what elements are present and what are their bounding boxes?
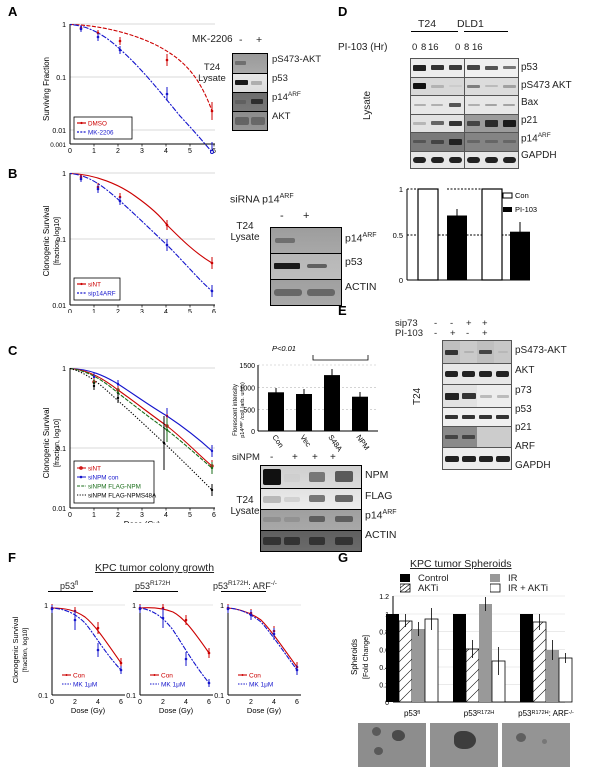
svg-text:0: 0 <box>138 699 142 706</box>
svg-text:0: 0 <box>226 699 230 706</box>
svg-text:0.1: 0.1 <box>214 693 224 700</box>
svg-text:Con: Con <box>161 673 173 680</box>
svg-text:siNT: siNT <box>88 465 101 472</box>
svg-text:1: 1 <box>62 171 66 178</box>
svg-text:MK 1μM: MK 1μM <box>73 682 97 689</box>
svg-text:[Fold Change]: [Fold Change] <box>363 635 370 679</box>
svg-text:siNT: siNT <box>88 282 101 289</box>
svg-text:sip14ARF: sip14ARF <box>88 291 116 298</box>
svg-text:4: 4 <box>164 512 168 519</box>
svg-text:1: 1 <box>44 603 48 610</box>
svg-text:Clonogenic Survival: Clonogenic Survival <box>11 617 20 684</box>
svg-text:0.001: 0.001 <box>50 142 66 149</box>
svg-text:1: 1 <box>92 148 96 154</box>
svg-text:3: 3 <box>140 512 144 519</box>
svg-text:Florescent intensity: Florescent intensity <box>233 384 239 436</box>
svg-text:PI-103: PI-103 <box>515 205 537 214</box>
svg-text:MK 1μM: MK 1μM <box>249 682 273 689</box>
svg-text:Con: Con <box>73 673 85 680</box>
svg-text:DMSO: DMSO <box>88 121 107 128</box>
svg-text:Con: Con <box>249 673 261 680</box>
svg-text:4: 4 <box>272 699 276 706</box>
svg-text:NPM: NPM <box>354 433 371 452</box>
svg-text:0: 0 <box>68 512 72 519</box>
svg-text:p53R172H: ARF-/-: p53R172H: ARF-/- <box>518 709 574 718</box>
svg-text:0: 0 <box>68 309 72 313</box>
svg-text:0: 0 <box>251 429 255 436</box>
svg-text:6: 6 <box>212 512 216 519</box>
svg-text:p14ᴬᴿᴾ /coll (arb. units): p14ᴬᴿᴾ /coll (arb. units) <box>238 382 246 438</box>
svg-text:1: 1 <box>92 512 96 519</box>
svg-text:1.2: 1.2 <box>379 594 389 601</box>
svg-text:1500: 1500 <box>239 363 255 370</box>
svg-text:[fraction, log10]: [fraction, log10] <box>54 419 61 467</box>
svg-text:Con: Con <box>270 433 285 449</box>
svg-text:0: 0 <box>50 699 54 706</box>
svg-text:5: 5 <box>188 512 192 519</box>
svg-text:0: 0 <box>68 148 72 154</box>
svg-text:0.1: 0.1 <box>56 75 66 82</box>
svg-text:1: 1 <box>62 22 66 29</box>
svg-text:2: 2 <box>116 148 120 154</box>
svg-text:0: 0 <box>399 276 403 285</box>
svg-text:1: 1 <box>62 366 66 373</box>
svg-text:Con: Con <box>515 191 529 200</box>
svg-text:Surviving Fraction: Surviving Fraction <box>42 57 51 121</box>
svg-text:0.5: 0.5 <box>393 231 403 240</box>
svg-text:6: 6 <box>212 309 216 313</box>
svg-text:5: 5 <box>188 148 192 154</box>
svg-text:siNPM FLAG-NPM: siNPM FLAG-NPM <box>88 483 141 490</box>
svg-text:0.01: 0.01 <box>52 128 66 135</box>
svg-text:[fraction, log10]: [fraction, log10] <box>22 628 29 673</box>
svg-text:p53R172H: p53R172H <box>464 709 495 718</box>
svg-text:Dose (Gy): Dose (Gy) <box>124 153 161 154</box>
svg-text:1: 1 <box>220 603 224 610</box>
svg-text:4: 4 <box>164 309 168 313</box>
svg-text:2: 2 <box>116 512 120 519</box>
svg-text:0.1: 0.1 <box>38 693 48 700</box>
svg-text:4: 4 <box>164 148 168 154</box>
svg-text:5: 5 <box>188 309 192 313</box>
svg-text:1: 1 <box>92 309 96 313</box>
svg-text:0.01: 0.01 <box>52 303 66 310</box>
svg-text:3: 3 <box>140 309 144 313</box>
svg-text:Dose (Gy): Dose (Gy) <box>124 520 161 523</box>
svg-text:1: 1 <box>132 603 136 610</box>
svg-text:Spheroids: Spheroids <box>350 639 359 675</box>
svg-text:Dose (Gy): Dose (Gy) <box>247 706 282 715</box>
svg-text:Vec: Vec <box>298 433 313 449</box>
svg-text:siNPM FLAG-NPMS48A: siNPM FLAG-NPMS48A <box>88 492 157 499</box>
svg-text:MK-2206: MK-2206 <box>88 130 114 137</box>
svg-text:0.01: 0.01 <box>52 506 66 513</box>
svg-text:6: 6 <box>295 699 299 706</box>
svg-text:2: 2 <box>249 699 253 706</box>
svg-text:p53fl: p53fl <box>404 709 420 718</box>
svg-text:Clonogenic Survival: Clonogenic Survival <box>42 407 51 478</box>
svg-text:2: 2 <box>116 309 120 313</box>
svg-text:0.1: 0.1 <box>126 693 136 700</box>
svg-text:2: 2 <box>73 699 77 706</box>
svg-text:MK 1μM: MK 1μM <box>161 682 185 689</box>
svg-text:[fraction, log10]: [fraction, log10] <box>54 217 61 265</box>
svg-text:1: 1 <box>399 185 403 194</box>
svg-text:siNPM con: siNPM con <box>88 474 119 481</box>
svg-text:S48A: S48A <box>326 433 344 453</box>
svg-text:P<0.01: P<0.01 <box>272 345 296 353</box>
svg-text:Clonogenic Survival: Clonogenic Survival <box>42 205 51 276</box>
svg-text:2: 2 <box>161 699 165 706</box>
